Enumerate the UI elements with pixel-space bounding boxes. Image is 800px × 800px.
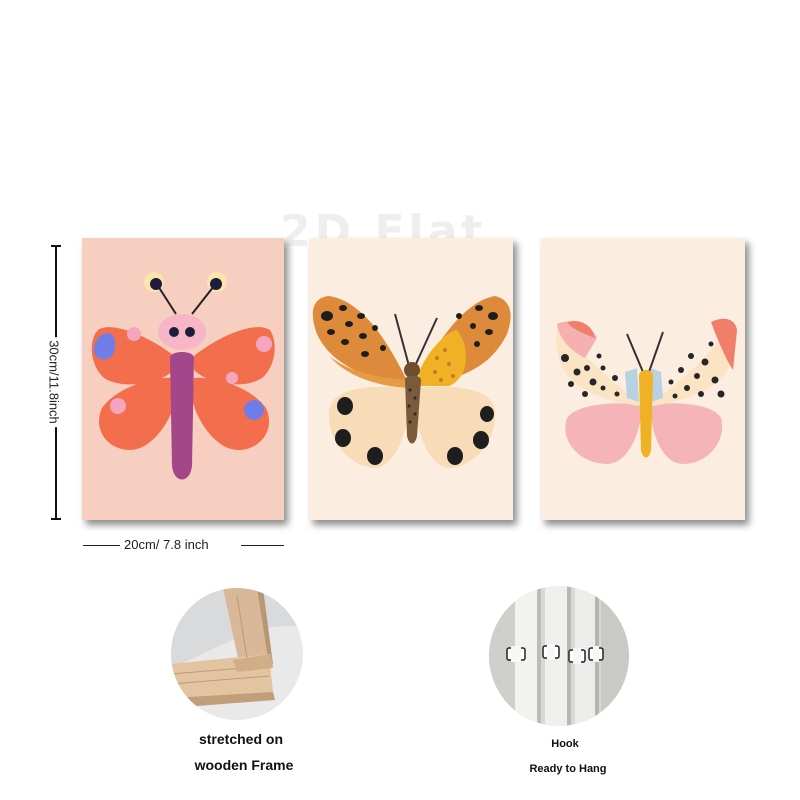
hook-detail-photo [489, 586, 629, 726]
canvas-panel-2 [309, 238, 513, 520]
frame-caption-line2: wooden Frame [194, 757, 294, 773]
coral-butterfly-illustration [82, 238, 284, 520]
orange-butterfly-illustration [309, 238, 513, 520]
width-dimension-line-right [241, 545, 284, 546]
hook-caption: Hook [551, 738, 579, 750]
height-label: 30cm/11.8inch [46, 337, 62, 427]
canvas-panel-3 [541, 238, 745, 520]
pink-butterfly-illustration [541, 238, 745, 520]
wooden-frame-detail-photo [171, 588, 303, 720]
width-label: 20cm/ 7.8 inch [124, 537, 209, 552]
canvas-panel-1 [82, 238, 284, 520]
hang-caption: Ready to Hang [529, 763, 607, 775]
width-dimension-line-left [83, 545, 120, 546]
frame-caption-line1: stretched on [198, 731, 283, 747]
